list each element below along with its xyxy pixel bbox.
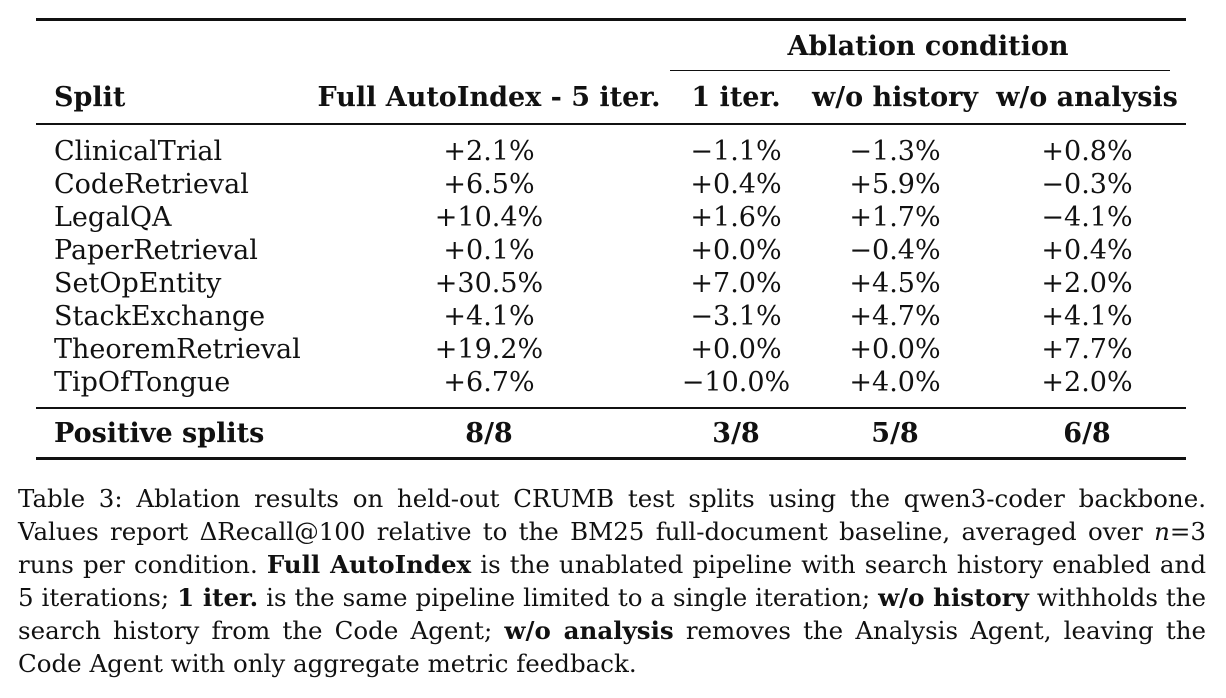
- wo-analysis-cell: +7.7%: [1041, 334, 1133, 365]
- full-cell: +2.1%: [443, 136, 535, 167]
- caption-term-wo-history: w/o history: [878, 583, 1029, 612]
- summary-label: Positive splits: [54, 417, 265, 449]
- one-iter-cell: +7.0%: [690, 268, 782, 299]
- wo-history-cell: +4.7%: [849, 301, 941, 332]
- one-iter-cell: +0.4%: [690, 169, 782, 200]
- caption-text: removes the Analysis Agent, leaving the …: [18, 616, 1206, 678]
- wo-analysis-cell: +4.1%: [1041, 301, 1133, 332]
- wo-analysis-cell: +2.0%: [1041, 268, 1133, 299]
- wo-analysis-cell: −4.1%: [1041, 202, 1133, 233]
- full-cell: +19.2%: [434, 334, 544, 365]
- split-cell: LegalQA: [54, 202, 172, 233]
- split-cell: ClinicalTrial: [54, 136, 223, 167]
- group-header-empty: [308, 20, 670, 72]
- wo-analysis-cell: −0.3%: [1041, 169, 1133, 200]
- caption-text: =3 runs per condition.: [18, 517, 1206, 579]
- full-cell: +10.4%: [434, 202, 544, 233]
- one-iter-cell: +0.0%: [690, 334, 782, 365]
- caption-text: withholds the search history from the Co…: [18, 583, 1206, 645]
- wo-analysis-cell: +0.8%: [1041, 136, 1133, 167]
- one-iter-cell: +0.0%: [690, 235, 782, 266]
- split-cell: CodeRetrieval: [54, 169, 249, 200]
- group-header-row: Ablation condition: [36, 19, 1186, 72]
- one-iter-cell: −3.1%: [690, 301, 782, 332]
- group-header-empty: [36, 20, 308, 72]
- wo-analysis-column-header: w/o analysis: [988, 71, 1186, 125]
- full-cell: +4.1%: [443, 301, 535, 332]
- split-cell: TipOfTongue: [54, 367, 231, 398]
- table-row: SetOpEntity +30.5% +7.0% +4.5% +2.0%: [36, 267, 1186, 300]
- table-row: PaperRetrieval +0.1% +0.0% −0.4% +0.4%: [36, 234, 1186, 267]
- full-cell: +30.5%: [434, 268, 544, 299]
- one-iter-cell: −10.0%: [681, 367, 791, 398]
- one-iter-column-header: 1 iter.: [670, 71, 802, 125]
- summary-wo-history-cell: 5/8: [871, 417, 919, 449]
- positive-splits-row: Positive splits 8/8 3/8 5/8 6/8: [36, 408, 1186, 459]
- caption-term-full-autoindex: Full AutoIndex: [266, 550, 472, 579]
- split-column-header: Split: [36, 71, 308, 125]
- caption-text: is the same pipeline limited to a single…: [258, 583, 879, 612]
- caption-text: is the unablated pipeline with search hi…: [18, 550, 1206, 612]
- wo-history-cell: +5.9%: [849, 169, 941, 200]
- group-header-rule: [670, 70, 1170, 71]
- split-cell: TheoremRetrieval: [54, 334, 301, 365]
- table-caption: Table 3: Ablation results on held-out CR…: [18, 482, 1206, 680]
- wo-history-cell: +1.7%: [849, 202, 941, 233]
- one-iter-cell: +1.6%: [690, 202, 782, 233]
- caption-term-one-iter: 1 iter.: [177, 583, 259, 612]
- wo-analysis-cell: +2.0%: [1041, 367, 1133, 398]
- wo-history-cell: +4.5%: [849, 268, 941, 299]
- wo-history-cell: +0.0%: [849, 334, 941, 365]
- full-cell: +6.5%: [443, 169, 535, 200]
- caption-term-wo-analysis: w/o analysis: [504, 616, 674, 645]
- split-cell: StackExchange: [54, 301, 266, 332]
- ablation-condition-header: Ablation condition: [670, 20, 1186, 71]
- ablation-table: Ablation condition Split Full AutoIndex …: [36, 18, 1186, 460]
- table-body: ClinicalTrial +2.1% −1.1% −1.3% +0.8% Co…: [36, 124, 1186, 408]
- table-row: TheoremRetrieval +19.2% +0.0% +0.0% +7.7…: [36, 333, 1186, 366]
- wo-history-column-header: w/o history: [802, 71, 988, 125]
- wo-analysis-cell: +0.4%: [1041, 235, 1133, 266]
- split-cell: SetOpEntity: [54, 268, 222, 299]
- table-row: ClinicalTrial +2.1% −1.1% −1.3% +0.8%: [36, 124, 1186, 168]
- wo-history-cell: −1.3%: [849, 136, 941, 167]
- wo-history-cell: −0.4%: [849, 235, 941, 266]
- summary-one-iter-cell: 3/8: [712, 417, 760, 449]
- ablation-table-container: Ablation condition Split Full AutoIndex …: [36, 18, 1186, 460]
- column-header-row: Split Full AutoIndex - 5 iter. 1 iter. w…: [36, 71, 1186, 125]
- table-row: CodeRetrieval +6.5% +0.4% +5.9% −0.3%: [36, 168, 1186, 201]
- full-cell: +0.1%: [443, 235, 535, 266]
- ablation-condition-label: Ablation condition: [787, 30, 1069, 62]
- table-row: TipOfTongue +6.7% −10.0% +4.0% +2.0%: [36, 366, 1186, 408]
- table-row: StackExchange +4.1% −3.1% +4.7% +4.1%: [36, 300, 1186, 333]
- one-iter-cell: −1.1%: [690, 136, 782, 167]
- summary-full-cell: 8/8: [465, 417, 513, 449]
- caption-text: Table 3: Ablation results on held-out CR…: [18, 484, 1206, 546]
- caption-variable-n: n: [1154, 517, 1170, 546]
- table-row: LegalQA +10.4% +1.6% +1.7% −4.1%: [36, 201, 1186, 234]
- full-cell: +6.7%: [443, 367, 535, 398]
- wo-history-cell: +4.0%: [849, 367, 941, 398]
- summary-wo-analysis-cell: 6/8: [1063, 417, 1111, 449]
- split-cell: PaperRetrieval: [54, 235, 258, 266]
- full-autoindex-column-header: Full AutoIndex - 5 iter.: [308, 71, 670, 125]
